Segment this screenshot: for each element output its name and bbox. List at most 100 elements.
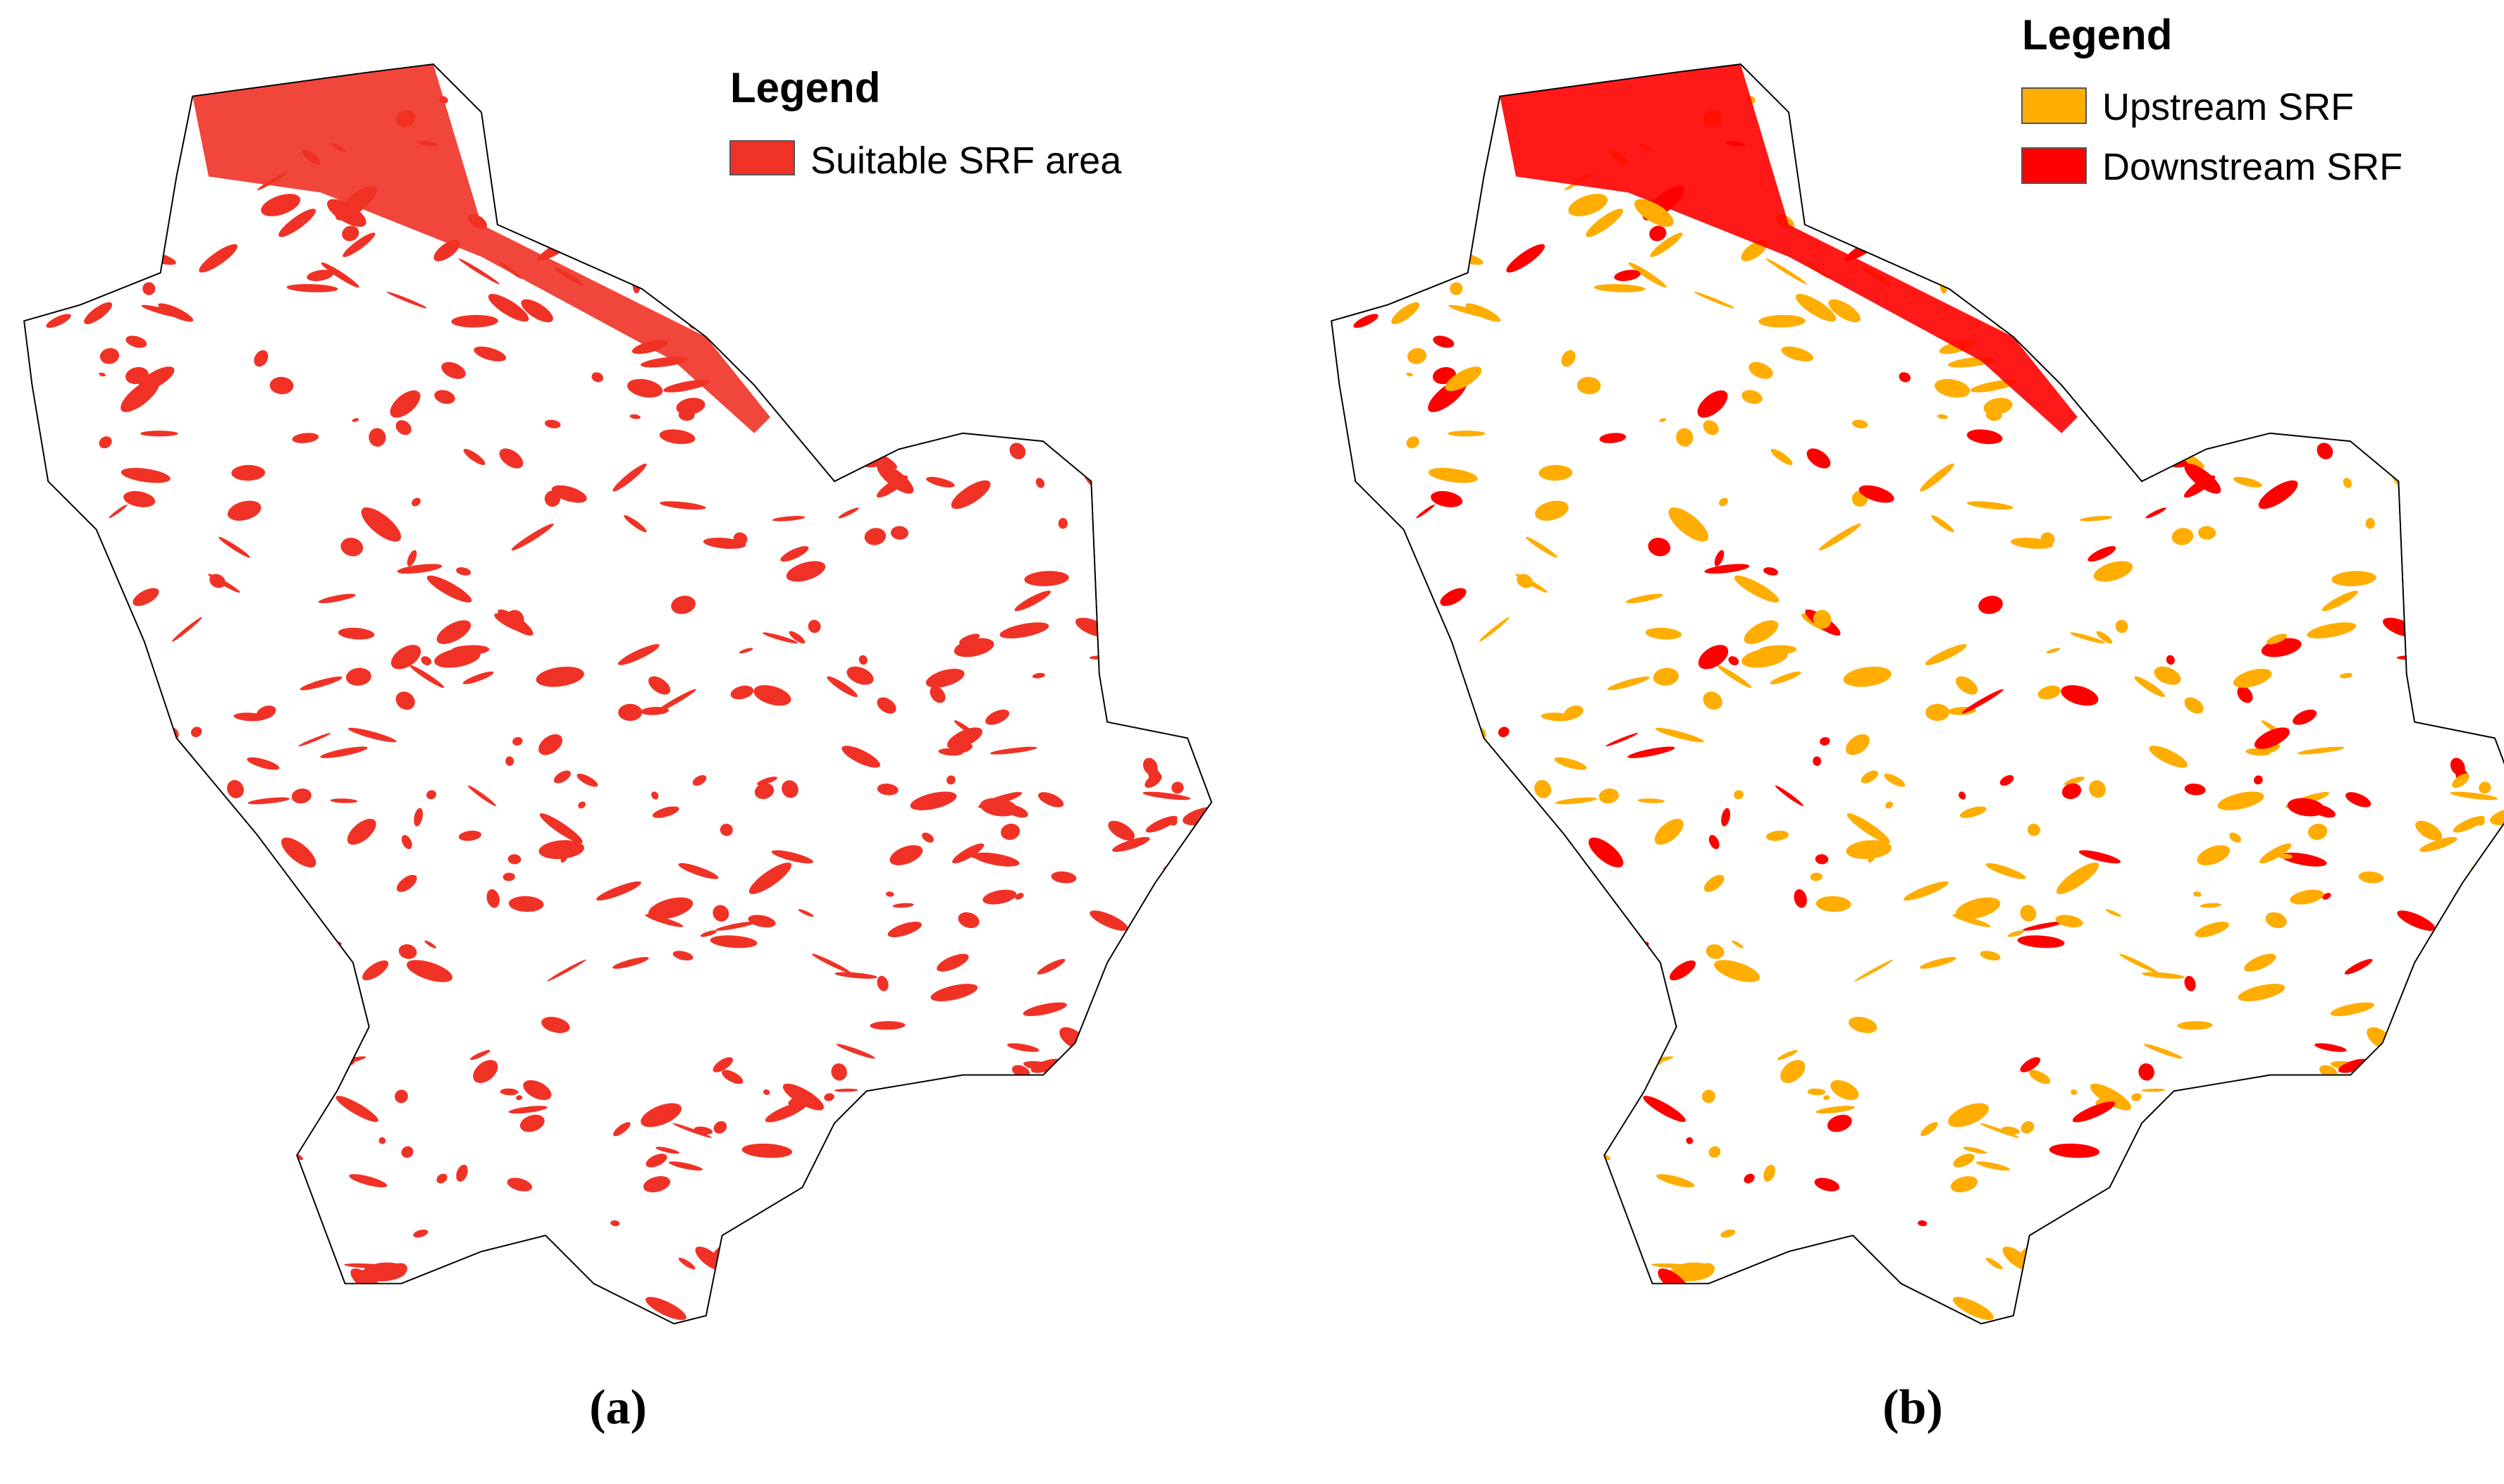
map-patch xyxy=(1982,228,2030,247)
map-patch xyxy=(922,1290,942,1304)
map-patch xyxy=(811,1166,832,1181)
map-patch xyxy=(2450,791,2498,800)
map-patch xyxy=(386,292,427,309)
map-patch xyxy=(508,896,544,913)
map-patch xyxy=(1538,464,1573,481)
map-patch xyxy=(231,464,266,481)
map-patch xyxy=(424,940,436,948)
map-patch xyxy=(858,655,868,665)
map-patch xyxy=(1009,443,1026,459)
map-patch xyxy=(1744,1173,1755,1184)
map-patch xyxy=(1686,1137,1694,1144)
map-patch xyxy=(469,76,490,94)
map-patch xyxy=(1813,756,1822,767)
map-patch xyxy=(1346,169,1395,185)
map-patch xyxy=(1669,960,1696,981)
map-patch xyxy=(922,832,934,843)
map-patch xyxy=(2056,862,2099,894)
map-patch xyxy=(2197,845,2231,865)
map-patch xyxy=(44,154,58,166)
map-patch xyxy=(2266,633,2288,645)
map-patch xyxy=(2476,817,2485,826)
map-patch xyxy=(298,1078,331,1101)
map-patch xyxy=(1795,294,1837,322)
legend-swatch xyxy=(2021,87,2087,124)
map-patch xyxy=(783,261,805,280)
map-patch xyxy=(1599,433,1627,443)
map-patch xyxy=(474,346,507,361)
map-patch xyxy=(2345,792,2372,808)
map-patch xyxy=(1702,1089,1715,1103)
map-patch xyxy=(687,153,727,168)
map-patch xyxy=(781,126,832,135)
map-patch xyxy=(1407,348,1427,364)
map-patch xyxy=(653,163,670,176)
map-patch xyxy=(1112,64,1159,89)
map-patch xyxy=(24,705,39,722)
map-patch xyxy=(500,1088,519,1096)
map-patch xyxy=(1612,1228,1629,1235)
map-patch xyxy=(199,244,238,273)
map-patch xyxy=(1447,1213,1462,1230)
map-patch xyxy=(1128,476,1159,497)
map-patch xyxy=(635,200,655,217)
map-patch xyxy=(2397,209,2412,220)
map-patch xyxy=(741,1143,793,1158)
map-patch xyxy=(172,872,195,883)
map-patch xyxy=(2330,1002,2375,1016)
map-patch xyxy=(1967,501,2013,510)
legend-swatch xyxy=(729,140,795,175)
map-patch xyxy=(1718,497,1728,507)
map-patch xyxy=(1605,929,1625,946)
map-patch xyxy=(2446,433,2489,443)
map-patch xyxy=(2254,775,2263,785)
map-patch xyxy=(2149,746,2188,768)
map-patch xyxy=(1741,390,1763,404)
map-patch xyxy=(612,206,652,227)
map-patch xyxy=(1749,361,1773,379)
map-patch xyxy=(664,113,684,129)
map-patch xyxy=(831,1063,847,1081)
map-patch xyxy=(1095,323,1135,346)
map-patch xyxy=(1526,536,1558,558)
map-patch xyxy=(798,909,814,917)
map-patch xyxy=(1184,1145,1212,1152)
map-patch xyxy=(2457,1254,2487,1259)
map-patch xyxy=(344,1263,391,1269)
caption: (a) xyxy=(589,1380,647,1435)
map-patch xyxy=(1577,376,1601,395)
map-patch xyxy=(1649,225,1667,242)
map-patch xyxy=(125,1110,166,1115)
map-patch xyxy=(2388,321,2414,342)
map-patch xyxy=(1493,1051,1502,1068)
map-patch xyxy=(2037,686,2061,700)
map-patch xyxy=(641,1103,682,1127)
map-patch xyxy=(2313,1208,2340,1228)
map-patch xyxy=(1807,1088,1826,1096)
map-patch xyxy=(1703,420,1719,435)
map-patch xyxy=(771,850,814,864)
map-patch xyxy=(1151,1164,1166,1177)
map-patch xyxy=(1124,649,1159,660)
map-patch xyxy=(2030,258,2073,291)
map-patch xyxy=(1744,620,1779,645)
map-patch xyxy=(1051,871,1077,884)
map-patch xyxy=(2055,915,2083,928)
map-patch xyxy=(1047,81,1060,97)
map-patch xyxy=(2411,1171,2439,1185)
map-patch xyxy=(1140,654,1167,674)
map-patch xyxy=(1828,299,1861,323)
map-patch xyxy=(1820,736,1830,746)
map-patch xyxy=(1636,971,1648,990)
map-patch xyxy=(925,476,955,488)
map-patch xyxy=(1971,113,1991,129)
map-patch xyxy=(885,891,894,897)
map-patch xyxy=(39,855,87,865)
map-patch xyxy=(763,632,798,644)
map-patch xyxy=(321,262,359,288)
map-patch xyxy=(24,617,54,624)
map-patch xyxy=(930,686,946,703)
map-patch xyxy=(51,1174,74,1181)
map-patch xyxy=(689,97,720,114)
map-patch xyxy=(2021,1120,2035,1134)
